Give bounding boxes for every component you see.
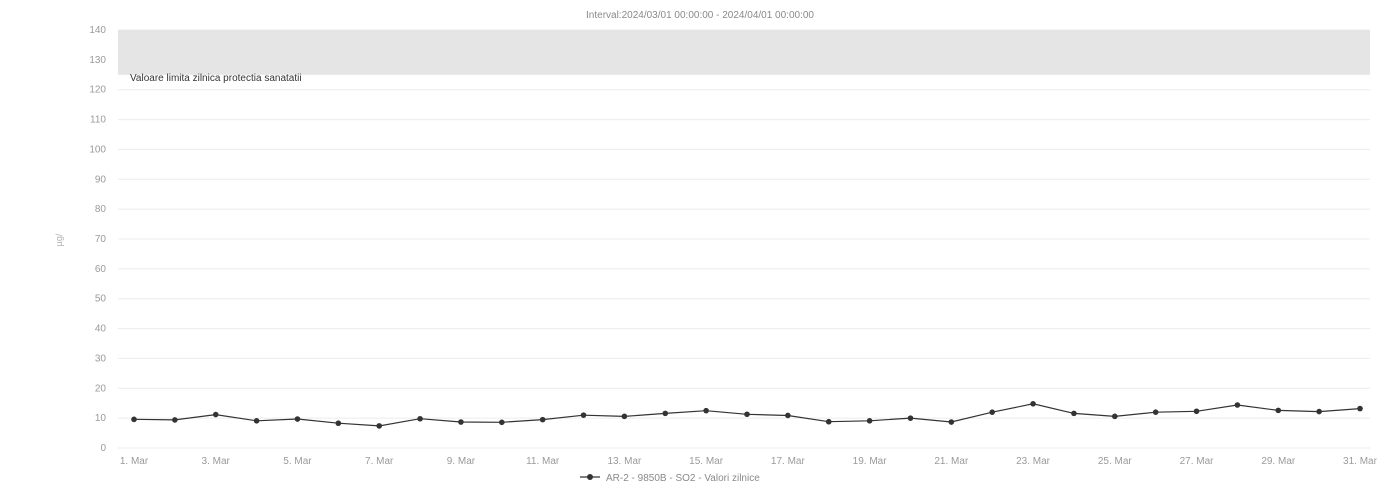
data-point <box>866 418 873 424</box>
x-tick-label: 3. Mar <box>202 456 231 467</box>
data-point <box>294 416 301 422</box>
limit-band-area <box>118 30 1370 75</box>
y-tick-label: 50 <box>95 294 107 305</box>
x-tick-label: 11. Mar <box>526 456 560 467</box>
series-layer <box>131 401 1363 429</box>
data-point <box>1112 413 1118 420</box>
data-point <box>1316 408 1322 415</box>
x-tick-label: 23. Mar <box>1016 456 1051 467</box>
y-tick-label: 120 <box>89 85 106 96</box>
x-tick-label: 27. Mar <box>1180 456 1215 467</box>
x-tick-label: 5. Mar <box>283 456 312 467</box>
data-point <box>662 410 669 417</box>
x-axis-ticks: 1. Mar 3. Mar 5. Mar 7. Mar 9. Mar 11. Mar 13.… <box>120 456 1378 467</box>
data-point <box>1234 402 1241 408</box>
y-tick-label: 40 <box>95 324 107 335</box>
x-tick-label: 13. Mar <box>607 456 642 467</box>
y-tick-label: 110 <box>90 115 106 126</box>
data-point <box>948 419 955 425</box>
data-point <box>335 420 342 427</box>
data-point <box>744 411 750 418</box>
data-point <box>1071 410 1077 417</box>
data-point <box>989 409 995 415</box>
data-point <box>212 411 219 418</box>
x-tick-label: 21. Mar <box>934 456 969 467</box>
data-point <box>1030 401 1036 407</box>
chart-title: Interval:2024/03/01 00:00:00 - 2024/04/0… <box>586 10 814 21</box>
y-axis-ticks: 0 10 20 30 40 50 60 70 80 90 100 110 120 130 140 <box>89 25 106 454</box>
data-point <box>253 418 260 424</box>
y-tick-label: 80 <box>95 204 107 215</box>
limit-band: Valoare limita zilnica protectia sanatat… <box>118 30 1370 84</box>
data-point <box>1193 408 1200 415</box>
data-point <box>417 415 423 422</box>
data-point <box>1152 409 1159 415</box>
data-point <box>376 423 383 429</box>
data-point <box>539 416 546 423</box>
data-point <box>621 413 628 420</box>
x-tick-label: 15. Mar <box>689 456 724 467</box>
data-point <box>703 407 709 414</box>
x-tick-label: 25. Mar <box>1098 456 1133 467</box>
y-tick-label: 30 <box>95 353 107 364</box>
x-tick-label: 19. Mar <box>853 456 888 467</box>
y-tick-label: 0 <box>100 443 106 454</box>
data-point <box>825 418 832 425</box>
x-tick-label: 9. Mar <box>447 456 476 467</box>
data-point <box>458 419 464 425</box>
data-point <box>580 412 587 418</box>
y-tick-label: 60 <box>95 264 107 275</box>
x-tick-label: 31. Mar <box>1343 456 1378 467</box>
data-point <box>172 417 178 423</box>
y-tick-label: 90 <box>95 174 107 185</box>
limit-band-label: Valoare limita zilnica protectia sanatat… <box>130 73 302 84</box>
y-tick-label: 100 <box>89 144 106 155</box>
y-axis-label: µg/ <box>54 233 64 246</box>
x-tick-label: 17. Mar <box>771 456 806 467</box>
legend-series-label: AR-2 - 9850B - SO2 - Valori zilnice <box>606 473 760 483</box>
y-tick-label: 130 <box>89 55 106 66</box>
data-point <box>1357 405 1363 412</box>
data-point <box>907 415 914 421</box>
x-tick-label: 1. Mar <box>120 456 149 467</box>
legend-marker-icon <box>587 474 593 480</box>
y-tick-label: 70 <box>95 234 107 245</box>
x-tick-label: 7. Mar <box>365 456 394 467</box>
x-tick-label: 29. Mar <box>1261 456 1296 467</box>
data-point <box>499 419 505 426</box>
data-point <box>785 412 791 419</box>
data-point <box>1275 407 1282 414</box>
data-point <box>131 416 137 423</box>
y-tick-label: 140 <box>89 25 106 36</box>
y-tick-label: 10 <box>95 413 107 424</box>
y-tick-label: 20 <box>95 383 107 394</box>
legend[interactable]: AR-2 - 9850B - SO2 - Valori zilnice <box>580 473 760 483</box>
